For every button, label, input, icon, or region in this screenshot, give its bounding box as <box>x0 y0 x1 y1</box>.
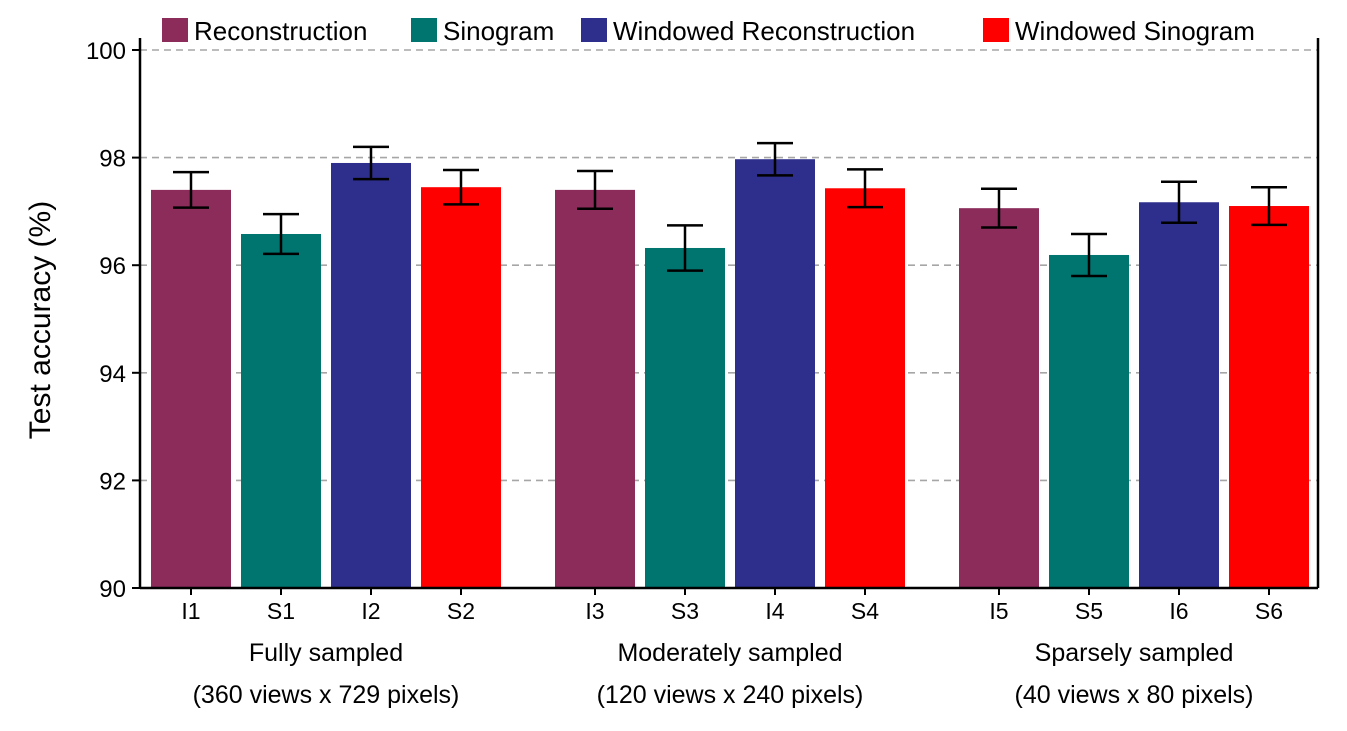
group-label: Sparsely sampled <box>1035 639 1234 667</box>
group-labels: Fully sampled (360 views x 729 pixels) Mod… <box>193 639 1254 709</box>
group-sublabel: (40 views x 80 pixels) <box>1015 681 1254 709</box>
legend-label: Reconstruction <box>194 16 367 46</box>
x-category-label: S3 <box>671 598 699 624</box>
y-tick-label: 92 <box>99 468 126 495</box>
x-category-label: I2 <box>361 598 380 624</box>
x-category-label: S2 <box>447 598 475 624</box>
bar <box>421 187 501 588</box>
x-category-label: S4 <box>851 598 879 624</box>
bar <box>241 233 321 588</box>
legend-swatch <box>162 18 188 42</box>
legend-label: Sinogram <box>443 16 554 46</box>
legend-label: Windowed Reconstruction <box>613 16 915 46</box>
legend-label: Windowed Sinogram <box>1015 16 1255 46</box>
x-category-label: S6 <box>1255 598 1283 624</box>
bar <box>1049 254 1129 588</box>
legend-swatch <box>983 18 1009 42</box>
x-axis-categories: I1 S1 I2 S2 I3 S3 I4 S4 I5 S5 I6 S6 <box>181 598 1283 624</box>
group-label: Fully sampled <box>249 639 403 667</box>
y-axis-ticks: 90 92 94 96 98 100 <box>86 38 140 603</box>
y-tick-label: 94 <box>99 361 126 388</box>
y-tick-label: 96 <box>99 253 126 280</box>
x-category-label: S1 <box>267 598 295 624</box>
legend: Reconstruction Sinogram Windowed Reconstru… <box>162 16 1255 46</box>
legend-swatch <box>411 18 437 42</box>
axes <box>138 38 1320 595</box>
x-category-label: I4 <box>765 598 784 624</box>
bar <box>151 189 231 588</box>
y-tick-label: 90 <box>99 576 126 603</box>
x-category-label: I5 <box>989 598 1008 624</box>
bar <box>959 208 1039 588</box>
x-category-label: I3 <box>585 598 604 624</box>
x-category-label: S5 <box>1075 598 1103 624</box>
bar <box>645 247 725 588</box>
bar <box>1229 206 1309 588</box>
bar <box>1139 202 1219 588</box>
bar <box>825 188 905 589</box>
bars <box>151 159 1309 589</box>
legend-swatch <box>581 18 607 42</box>
group-sublabel: (360 views x 729 pixels) <box>193 681 460 709</box>
y-tick-label: 98 <box>99 146 126 173</box>
group-sublabel: (120 views x 240 pixels) <box>597 681 864 709</box>
bar <box>735 159 815 589</box>
y-tick-label: 100 <box>86 38 126 65</box>
x-category-label: I1 <box>181 598 200 624</box>
bar <box>331 162 411 589</box>
bar <box>555 189 635 588</box>
y-axis-label: Test accuracy (%) <box>24 201 57 439</box>
group-label: Moderately sampled <box>617 639 842 667</box>
x-category-label: I6 <box>1169 598 1188 624</box>
error-bars <box>173 141 1287 278</box>
